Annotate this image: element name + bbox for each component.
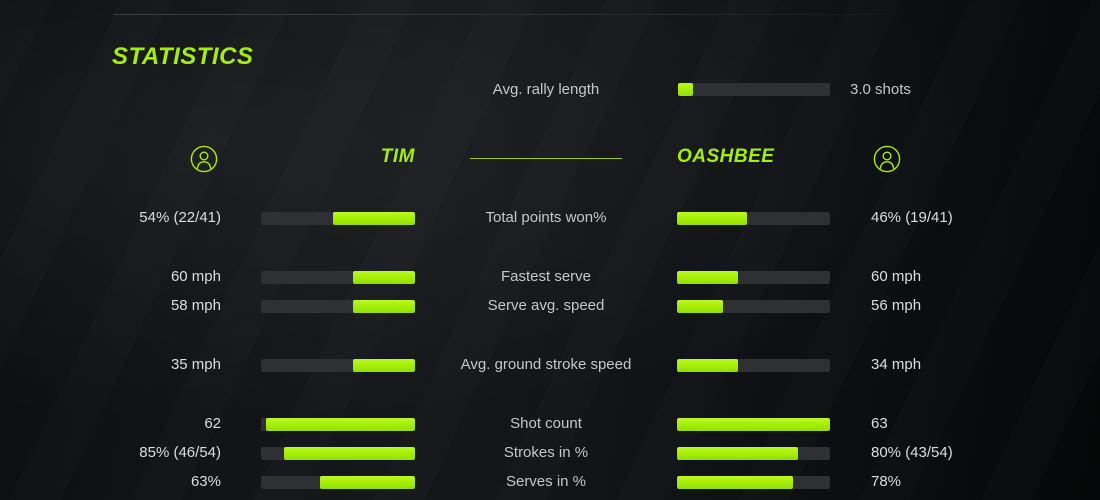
player-left-user-icon	[190, 145, 218, 173]
stat-bar-fill-right	[677, 476, 794, 489]
stat-bar-fill-right	[677, 271, 739, 284]
rally-length-label: Avg. rally length	[492, 81, 600, 98]
stat-value-right: 78%	[871, 473, 902, 490]
stat-value-right: 60 mph	[871, 268, 922, 285]
stat-bar-right	[677, 212, 830, 225]
stat-row: 60 mph Fastest serve 60 mph	[0, 267, 1100, 287]
stat-row: 85% (46/54) Strokes in % 80% (43/54)	[0, 443, 1100, 463]
rally-length-value: 3.0 shots	[850, 81, 911, 98]
stat-bar-right	[677, 271, 830, 284]
page-title: STATISTICS	[112, 43, 254, 70]
stat-bar-fill-left	[284, 447, 415, 460]
stat-row: 54% (22/41) Total points won% 46% (19/41…	[0, 208, 1100, 228]
stat-value-left: 35 mph	[170, 356, 221, 373]
stat-value-left: 85% (46/54)	[139, 444, 221, 461]
stat-bar-fill-right	[677, 300, 723, 313]
stat-bar-fill-right	[677, 447, 798, 460]
stat-bar-fill-right	[677, 359, 739, 372]
stat-label: Strokes in %	[503, 444, 589, 461]
stat-value-left: 58 mph	[170, 297, 221, 314]
stat-bar-left	[261, 271, 415, 284]
stat-bar-right	[677, 300, 830, 313]
rally-length-bar	[678, 83, 830, 96]
stat-value-right: 80% (43/54)	[871, 444, 953, 461]
stat-bar-fill-left	[319, 476, 415, 489]
stat-value-left: 63%	[190, 473, 221, 490]
center-divider	[470, 158, 622, 159]
stat-label: Total points won%	[485, 209, 607, 226]
stat-bar-left	[261, 418, 415, 431]
player-name-right: OASHBEE	[677, 146, 775, 167]
stat-value-left: 54% (22/41)	[139, 209, 221, 226]
rally-bar-fill	[678, 83, 694, 96]
stat-bar-right	[677, 447, 830, 460]
player-right-user-icon	[873, 145, 901, 173]
stat-bar-fill-right	[677, 418, 830, 431]
stat-label: Shot count	[510, 415, 582, 432]
stat-bar-right	[677, 418, 830, 431]
stat-bar-left	[261, 300, 415, 313]
stat-bar-left	[261, 212, 415, 225]
stat-value-left: 62	[204, 415, 221, 432]
stat-value-right: 56 mph	[871, 297, 922, 314]
stat-row: 58 mph Serve avg. speed 56 mph	[0, 296, 1100, 316]
stat-bar-fill-left	[353, 300, 415, 313]
stat-row: 63% Serves in % 78%	[0, 472, 1100, 492]
stat-label: Avg. ground stroke speed	[460, 356, 632, 373]
stat-bar-left	[261, 447, 415, 460]
stat-row: 35 mph Avg. ground stroke speed 34 mph	[0, 355, 1100, 375]
stat-label: Serves in %	[505, 473, 587, 490]
stat-label: Serve avg. speed	[487, 297, 605, 314]
stat-bar-fill-left	[265, 418, 415, 431]
stat-bar-fill-left	[353, 271, 415, 284]
stat-bar-left	[261, 476, 415, 489]
stat-bar-fill-right	[677, 212, 748, 225]
stat-bar-right	[677, 476, 830, 489]
stat-bar-left	[261, 359, 415, 372]
stat-bar-fill-left	[353, 359, 415, 372]
stat-label: Fastest serve	[500, 268, 592, 285]
player-name-left: TIM	[380, 146, 415, 167]
stat-row: 62 Shot count 63	[0, 414, 1100, 434]
stat-value-right: 63	[871, 415, 888, 432]
stat-bar-right	[677, 359, 830, 372]
stat-value-right: 34 mph	[871, 356, 922, 373]
top-divider	[113, 14, 943, 15]
stat-value-left: 60 mph	[170, 268, 221, 285]
stat-value-right: 46% (19/41)	[871, 209, 953, 226]
stat-bar-fill-left	[333, 212, 415, 225]
